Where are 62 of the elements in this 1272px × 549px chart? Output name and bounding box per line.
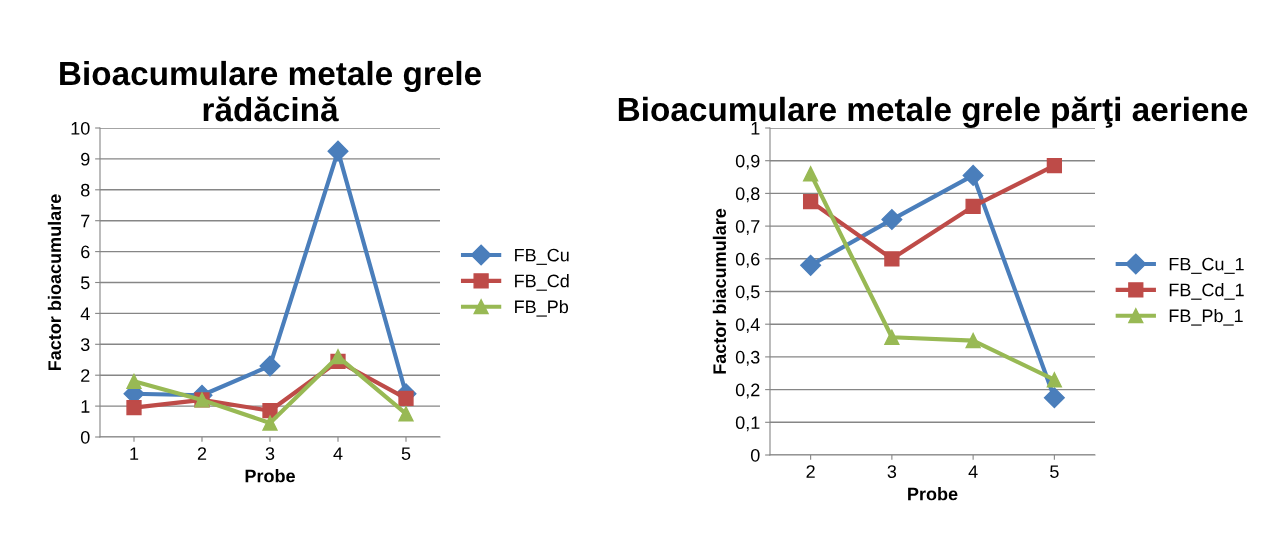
y-tick-label: 9: [81, 152, 90, 166]
y-tick-label: 8: [81, 183, 90, 197]
point: [262, 403, 278, 419]
point: [398, 406, 414, 422]
point: [398, 390, 414, 407]
y-tick-label: 0,1: [735, 416, 760, 432]
y-tick-label: 7: [81, 214, 90, 228]
y-tick-label: 0,2: [735, 383, 760, 399]
chart-title: Bioacumulare metale grele rădăcină: [60, 60, 481, 122]
x-tick-label: 2: [197, 447, 207, 460]
point: [965, 198, 981, 215]
x-axis-title: Probe: [245, 469, 295, 483]
y-tick-label: 10: [71, 121, 90, 135]
y-tick-label: 0,7: [735, 220, 760, 235]
x-tick-label: 4: [968, 465, 978, 478]
legend-label: FB_Pb: [515, 299, 569, 317]
point: [1046, 372, 1063, 388]
x-tick-label: 5: [401, 447, 411, 460]
x-tick-label: 2: [806, 465, 815, 478]
point: [965, 332, 981, 349]
y-tick-label: 0,8: [735, 187, 760, 203]
legend-label: FB_Pb_1: [1169, 308, 1243, 326]
point: [1043, 387, 1065, 409]
point: [259, 355, 281, 377]
point: [126, 373, 142, 390]
y-tick-label: 0: [750, 448, 760, 462]
x-axis-title: Probe: [908, 487, 958, 501]
point: [962, 164, 984, 186]
y-tick-label: 0,9: [735, 154, 760, 170]
point: [884, 329, 900, 345]
x-tick-label: 3: [887, 465, 897, 478]
y-tick-label: 0,5: [735, 285, 760, 301]
y-tick-label: 3: [80, 338, 90, 352]
x-tick-label: 1: [130, 447, 139, 460]
legend-label: FB_Cu: [515, 248, 569, 265]
y-tick-label: 1: [81, 400, 90, 413]
legend-label: FB_Cd: [515, 274, 569, 291]
x-tick-label: 4: [333, 447, 343, 460]
point: [881, 209, 903, 231]
point: [262, 415, 278, 431]
point: [330, 349, 346, 365]
y-axis-title: Factor biacumulare: [712, 208, 727, 374]
y-tick-label: 0: [80, 430, 90, 444]
legend-label: FB_Cd_1: [1169, 283, 1244, 300]
point: [327, 140, 349, 162]
y-tick-label: 0,4: [735, 318, 760, 334]
point: [126, 400, 142, 416]
y-tick-label: 0,6: [735, 252, 760, 268]
point: [884, 251, 900, 267]
point: [800, 254, 822, 276]
y-tick-label: 6: [81, 245, 90, 259]
x-tick-label: 5: [1050, 465, 1059, 478]
legend-label: FB_Cu_1: [1169, 257, 1244, 274]
point: [1046, 157, 1063, 174]
point: [802, 166, 819, 182]
y-tick-label: 4: [80, 307, 90, 320]
x-tick-label: 3: [265, 447, 275, 460]
point: [802, 193, 819, 210]
y-axis-title: Factor bioacumulare: [47, 194, 62, 371]
y-tick-label: 5: [80, 276, 90, 290]
y-tick-label: 2: [81, 369, 90, 382]
y-tick-label: 0,3: [735, 350, 760, 366]
